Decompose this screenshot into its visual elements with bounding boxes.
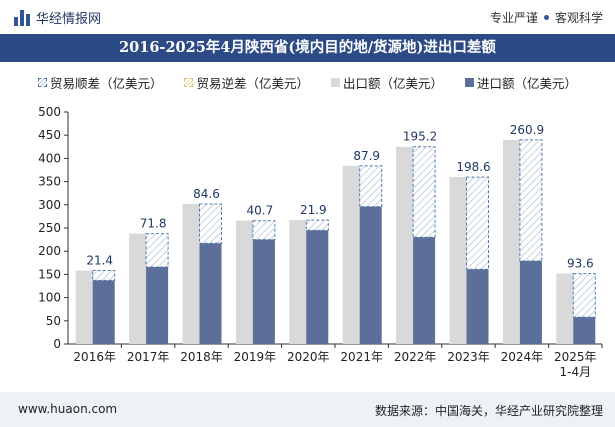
x-tick-label-line: 2020年: [287, 350, 330, 364]
y-tick-label: 500: [38, 105, 61, 119]
surplus-data-label: 195.2: [403, 130, 437, 144]
x-tick-label: 2023年: [447, 350, 490, 364]
x-tick-label-line: 2022年: [394, 350, 437, 364]
surplus-data-label: 198.6: [456, 160, 490, 174]
surplus-data-label: 21.9: [300, 203, 327, 217]
y-tick-label: 0: [53, 337, 61, 351]
x-tick-label-line: 2018年: [180, 350, 223, 364]
surplus-bar: [519, 139, 543, 262]
legend-swatch-surplus: [37, 78, 47, 87]
surplus-data-label: 84.6: [193, 187, 220, 201]
import-bar: [92, 280, 115, 344]
import-bar: [466, 269, 489, 344]
y-tick-label: 400: [38, 151, 61, 165]
import-bar: [573, 317, 596, 344]
footer: www.huaon.com 数据来源：中国海关，华经产业研究院整理: [0, 392, 615, 427]
surplus-bar: [92, 270, 116, 281]
legend-label: 贸易逆差（亿美元）: [196, 76, 309, 91]
y-tick-label: 350: [38, 175, 61, 189]
surplus-data-label: 71.8: [140, 217, 167, 231]
tag-objective: 客观科学: [554, 11, 603, 25]
y-tick-label: 450: [38, 128, 61, 142]
footer-source: 数据来源：中国海关，华经产业研究院整理: [374, 404, 603, 418]
import-bar: [252, 239, 275, 344]
legend: 贸易顺差（亿美元） 贸易逆差（亿美元） 出口额（亿美元） 进口额（亿美元）: [0, 73, 615, 92]
top-bar: 华经情报网 专业严谨 客观科学: [0, 0, 615, 34]
logo-bars-icon: [14, 9, 30, 26]
chart-svg: 0 50 100 150 200 250 300 350 400 450 500 21.4 2016年 7…: [38, 105, 603, 379]
import-bar: [359, 206, 382, 344]
x-tick-label-line: 2021年: [340, 350, 383, 364]
x-tick-label: 2021年: [340, 350, 383, 364]
x-tick-label: 2020年: [287, 350, 330, 364]
legend-item-import: 进口额（亿美元）: [465, 73, 577, 92]
tag-professional: 专业严谨: [489, 11, 538, 25]
x-tick-label: 2017年: [127, 350, 170, 364]
x-tick-label: 2018年: [180, 350, 223, 364]
header-tags: 专业严谨 客观科学: [490, 9, 603, 26]
surplus-data-label: 93.6: [567, 257, 594, 271]
x-tick-label-line: 2017年: [127, 350, 170, 364]
legend-item-deficit: 贸易逆差（亿美元）: [184, 73, 309, 92]
y-tick-label: 50: [46, 314, 61, 328]
surplus-bar: [572, 273, 596, 318]
x-tick-label-line: 1-4月: [559, 365, 591, 379]
x-tick-label: 2022年: [394, 350, 437, 364]
surplus-bar: [305, 219, 329, 231]
export-bar: [235, 220, 258, 344]
x-tick-label: 2019年: [234, 350, 277, 364]
x-tick-label-line: 2024年: [501, 350, 544, 364]
legend-label: 出口额（亿美元）: [343, 76, 444, 91]
legend-label: 进口额（亿美元）: [477, 76, 578, 91]
y-tick-label: 250: [38, 221, 61, 235]
brand-name: 华经情报网: [36, 12, 102, 27]
import-bar: [413, 237, 436, 344]
x-tick-label: 2016年: [73, 350, 116, 364]
surplus-bar: [199, 203, 222, 244]
import-bar: [306, 230, 329, 344]
y-tick-label: 200: [38, 244, 61, 258]
import-bar: [519, 260, 542, 344]
x-tick-label: 2024年: [501, 350, 544, 364]
surplus-data-label: 21.4: [86, 254, 113, 268]
export-bar: [75, 270, 98, 344]
dot-separator-icon: [543, 15, 549, 20]
import-bar: [199, 243, 222, 344]
surplus-data-label: 40.7: [247, 204, 274, 218]
surplus-bar: [359, 165, 383, 208]
y-tick-label: 150: [38, 267, 61, 281]
legend-item-surplus: 贸易顺差（亿美元）: [37, 73, 163, 92]
surplus-bar: [252, 220, 276, 241]
legend-swatch-deficit: [184, 78, 194, 87]
export-bar: [556, 273, 579, 344]
surplus-bar: [412, 146, 436, 238]
x-tick-label-line: 2025年: [554, 350, 597, 364]
surplus-data-label: 87.9: [353, 149, 380, 163]
import-bar: [146, 266, 169, 344]
x-tick-label-line: 2023年: [447, 350, 490, 364]
export-bar: [342, 165, 365, 344]
legend-item-export: 出口额（亿美元）: [331, 73, 443, 92]
brand[interactable]: 华经情报网: [14, 8, 101, 27]
surplus-data-label: 260.9: [510, 123, 544, 137]
legend-swatch-import: [465, 78, 475, 87]
surplus-bar: [145, 233, 169, 268]
footer-website-link[interactable]: www.huaon.com: [18, 402, 118, 416]
export-bar: [289, 220, 312, 344]
x-tick-label-line: 2016年: [73, 350, 116, 364]
x-tick-label: 2025年 1-4月: [554, 350, 597, 379]
y-tick-label: 300: [38, 198, 61, 212]
x-tick-label-line: 2019年: [234, 350, 277, 364]
legend-label: 贸易顺差（亿美元）: [49, 76, 163, 91]
export-bar: [129, 233, 152, 344]
y-tick-label: 100: [38, 291, 61, 305]
legend-swatch-export: [331, 78, 340, 87]
chart-title: 2016-2025年4月陕西省(境内目的地/货源地)进出口差额: [0, 34, 615, 62]
surplus-bar: [466, 176, 489, 270]
